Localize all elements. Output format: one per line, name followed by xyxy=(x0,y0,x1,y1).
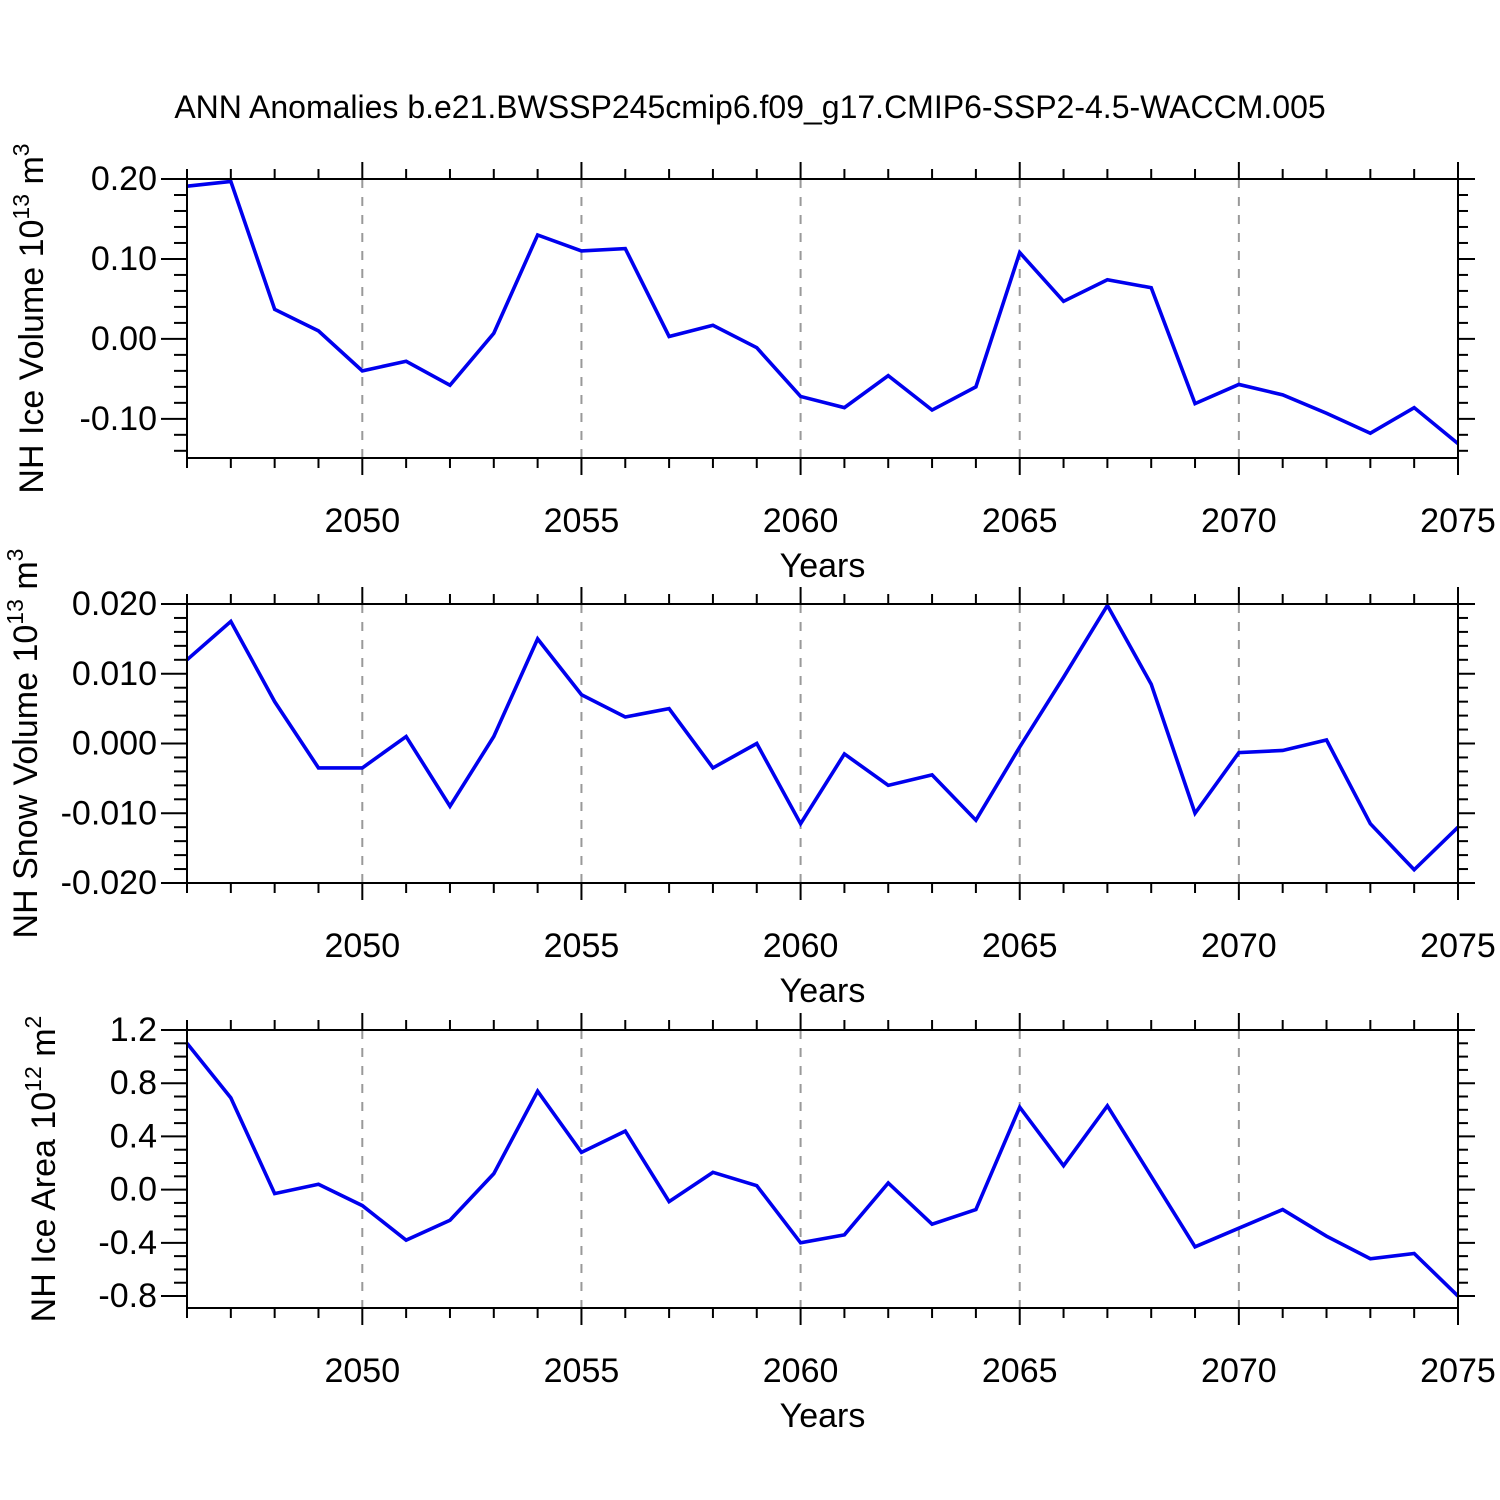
figure-title: ANN Anomalies b.e21.BWSSP245cmip6.f09_g1… xyxy=(174,89,1326,125)
x-tick-label: 2060 xyxy=(763,1352,839,1390)
panel-nh-ice-area: 1.2 0.8 0.4 0.0 -0.4 -0.8 2050 2055 2060 2065 2070… xyxy=(20,1011,1496,1435)
plot-frame xyxy=(186,603,1459,884)
x-tick-label: 2055 xyxy=(544,1352,620,1390)
y-tick-label: 1.2 xyxy=(110,1011,157,1049)
y-tick-labels: 0.020 0.010 0.000 -0.010 -0.020 xyxy=(61,585,157,902)
ticks xyxy=(161,1013,1475,1325)
data-line-nh-ice-area xyxy=(185,1042,1460,1298)
y-tick-label: -0.8 xyxy=(98,1277,157,1315)
y-tick-label: 0.010 xyxy=(72,655,157,693)
x-tick-labels: 2050 2055 2060 2065 2070 2075 xyxy=(324,502,1495,540)
plot-frame xyxy=(186,178,1459,459)
x-axis-title: Years xyxy=(780,1397,866,1435)
y-tick-label: -0.020 xyxy=(61,864,157,902)
panel-nh-ice-volume: 0.20 0.10 0.00 -0.10 2050 2055 2060 2065 2070 207… xyxy=(8,143,1496,585)
x-tick-label: 2050 xyxy=(324,1352,400,1390)
y-tick-label: 0.8 xyxy=(110,1064,157,1102)
y-axis-title: NH Snow Volume 1013 m3 xyxy=(2,549,45,939)
gridlines xyxy=(361,1030,1240,1308)
y-tick-label: -0.010 xyxy=(61,794,157,832)
y-tick-label: -0.4 xyxy=(98,1224,157,1262)
x-tick-label: 2065 xyxy=(982,1352,1058,1390)
y-tick-label: 0.4 xyxy=(110,1117,157,1155)
x-tick-label: 2065 xyxy=(982,927,1058,965)
y-tick-label: 0.00 xyxy=(91,320,157,358)
gridlines xyxy=(361,604,1240,883)
x-axis-title: Years xyxy=(780,972,866,1010)
y-tick-label: -0.10 xyxy=(80,400,158,438)
x-tick-label: 2065 xyxy=(982,502,1058,540)
y-axis-title: NH Ice Volume 1013 m3 xyxy=(8,143,51,493)
plot-frame xyxy=(186,1029,1459,1309)
x-tick-label: 2055 xyxy=(544,502,620,540)
x-tick-label: 2070 xyxy=(1201,927,1277,965)
x-tick-label: 2060 xyxy=(763,502,839,540)
x-axis-title: Years xyxy=(780,547,866,585)
x-tick-label: 2075 xyxy=(1420,502,1496,540)
x-tick-label: 2075 xyxy=(1420,927,1496,965)
data-line-nh-snow-volume xyxy=(185,601,1460,873)
y-tick-label: 0.000 xyxy=(72,725,157,763)
x-tick-label: 2060 xyxy=(763,927,839,965)
y-tick-label: 0.020 xyxy=(72,585,157,623)
y-tick-labels: 1.2 0.8 0.4 0.0 -0.4 -0.8 xyxy=(98,1011,157,1315)
x-tick-label: 2075 xyxy=(1420,1352,1496,1390)
y-tick-label: 0.10 xyxy=(91,240,157,278)
data-line-nh-ice-volume xyxy=(186,179,1460,446)
y-axis-title: NH Ice Area 1012 m2 xyxy=(20,1016,63,1323)
x-tick-label: 2070 xyxy=(1201,1352,1277,1390)
x-tick-label: 2050 xyxy=(324,502,400,540)
x-tick-label: 2055 xyxy=(544,927,620,965)
x-tick-labels: 2050 2055 2060 2065 2070 2075 xyxy=(324,927,1495,965)
x-tick-label: 2050 xyxy=(324,927,400,965)
ticks xyxy=(161,587,1475,900)
y-tick-label: 0.20 xyxy=(91,160,157,198)
x-tick-label: 2070 xyxy=(1201,502,1277,540)
y-tick-label: 0.0 xyxy=(110,1171,157,1209)
ticks xyxy=(161,162,1475,475)
y-tick-labels: 0.20 0.10 0.00 -0.10 xyxy=(80,160,158,438)
gridlines xyxy=(361,179,1240,458)
x-tick-labels: 2050 2055 2060 2065 2070 2075 xyxy=(324,1352,1495,1390)
